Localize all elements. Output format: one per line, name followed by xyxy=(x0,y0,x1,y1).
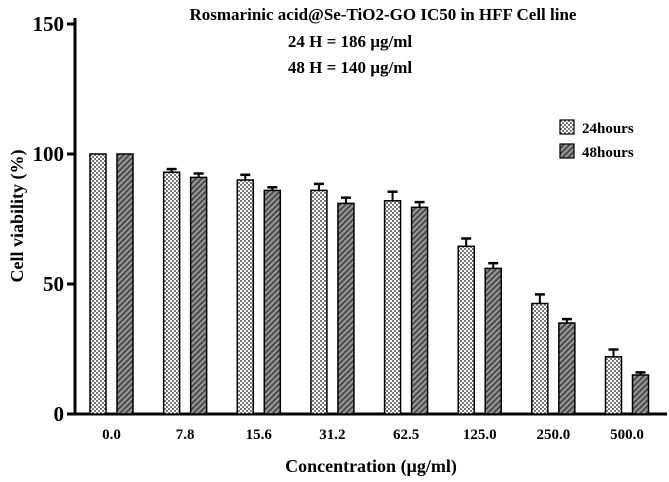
x-axis-label: Concentration (µg/ml) xyxy=(285,456,457,477)
y-tick-label: 150 xyxy=(33,12,65,36)
x-tick-label: 62.5 xyxy=(393,427,419,443)
plot-area: 0 50 100 150 0.0 7.8 15.6 31.2 62.5 125.0 250.0 500… xyxy=(33,12,667,443)
bar-48hours-15.6 xyxy=(263,189,282,415)
bar-24hours-500.0 xyxy=(604,356,623,415)
bar-48hours-250.0 xyxy=(558,322,576,415)
y-tick-label: 0 xyxy=(54,402,65,426)
y-tick-label: 100 xyxy=(33,142,65,166)
bar-48hours-31.2 xyxy=(337,202,355,415)
x-tick-label: 7.8 xyxy=(176,427,195,443)
bar-24hours-7.8 xyxy=(162,171,181,415)
bar-48hours-0.0 xyxy=(116,153,134,415)
legend-swatch-24hours xyxy=(559,119,575,135)
chart-subtitle-line-2: 48 H = 140 µg/ml xyxy=(288,58,413,77)
bar-24hours-250.0 xyxy=(531,302,549,415)
bar-48hours-500.0 xyxy=(631,374,650,415)
chart-title: Rosmarinic acid@Se-TiO2-GO IC50 in HFF C… xyxy=(190,5,577,24)
bar-24hours-15.6 xyxy=(236,179,255,415)
bar-24hours-62.5 xyxy=(383,200,402,415)
bar-24hours-125.0 xyxy=(457,245,475,415)
bar-48hours-62.5 xyxy=(410,206,429,415)
x-tick-label: 0.0 xyxy=(102,427,121,443)
legend-label-24hours: 24hours xyxy=(582,121,634,137)
chart-subtitle-line-1: 24 H = 186 µg/ml xyxy=(288,32,413,51)
y-tick-label: 50 xyxy=(43,272,64,296)
x-tick-label: 125.0 xyxy=(463,427,497,443)
bar-48hours-7.8 xyxy=(189,176,208,415)
legend-label-48hours: 48hours xyxy=(582,145,634,161)
x-tick-label: 31.2 xyxy=(319,427,345,443)
bar-48hours-125.0 xyxy=(484,267,502,415)
x-tick-label: 500.0 xyxy=(610,427,644,443)
bar-24hours-31.2 xyxy=(310,189,328,415)
legend: 24hours 48hours xyxy=(559,119,634,161)
x-tick-label: 15.6 xyxy=(246,427,273,443)
bar-24hours-0.0 xyxy=(89,153,107,415)
x-tick-label: 250.0 xyxy=(536,427,570,443)
y-axis-label: Cell viability (%) xyxy=(7,150,28,283)
legend-swatch-48hours xyxy=(559,143,575,159)
